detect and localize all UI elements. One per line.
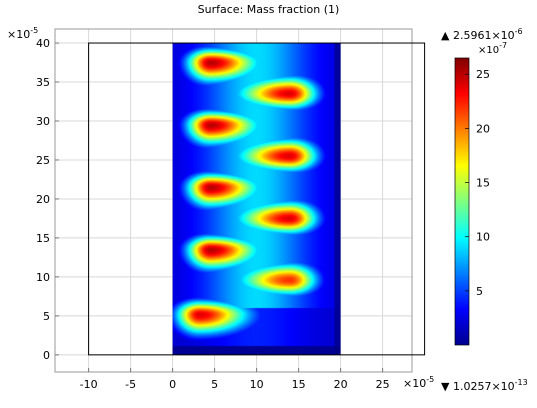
- y-tick-label: 10: [36, 271, 50, 284]
- colorbar-ticks: 5 10 15 20 25: [465, 68, 490, 298]
- x-tick-label: -10: [80, 378, 98, 391]
- y-tick-label: 15: [36, 232, 50, 245]
- mass-fraction-surface: [172, 43, 341, 356]
- y-axis-ticks: 0 5 10 15 20 25 30 35 40: [36, 37, 59, 362]
- y-tick-label: 35: [36, 76, 50, 89]
- x-tick-label: 25: [376, 378, 390, 391]
- colorbar-tick-label: 25: [476, 68, 490, 81]
- colorbar-tick-label: 15: [476, 177, 490, 190]
- y-tick-label: 25: [36, 154, 50, 167]
- x-tick-label: 10: [250, 378, 264, 391]
- x-axis-ticks: -10 -5 0 5 10 15 20 25: [80, 368, 390, 391]
- x-tick-label: 0: [169, 378, 176, 391]
- colorbar-min-label: ▼ 1.0257×10-13: [441, 378, 528, 393]
- colorbar-tick-label: 5: [476, 285, 483, 298]
- x-tick-label: 20: [334, 378, 348, 391]
- y-axis-multiplier: ×10-5: [7, 26, 39, 41]
- colorbar-tick-label: 20: [476, 122, 490, 135]
- y-tick-label: 40: [36, 37, 50, 50]
- colorbar-multiplier: ×10-7: [478, 41, 508, 56]
- x-tick-label: -5: [125, 378, 136, 391]
- x-tick-label: 5: [211, 378, 218, 391]
- y-tick-label: 5: [43, 310, 50, 323]
- colorbar: [454, 57, 470, 346]
- y-tick-label: 30: [36, 115, 50, 128]
- plot-frame: [54, 28, 413, 373]
- x-tick-label: 15: [292, 378, 306, 391]
- y-tick-label: 0: [43, 349, 50, 362]
- colorbar-tick-label: 10: [476, 231, 490, 244]
- x-axis-multiplier: ×10-5: [403, 375, 435, 390]
- colorbar-max-label: ▲ 2.5961×10-6: [441, 27, 523, 42]
- y-tick-label: 20: [36, 193, 50, 206]
- chart-title: Surface: Mass fraction (1): [197, 3, 340, 16]
- geometry-domain-outline: [88, 42, 426, 356]
